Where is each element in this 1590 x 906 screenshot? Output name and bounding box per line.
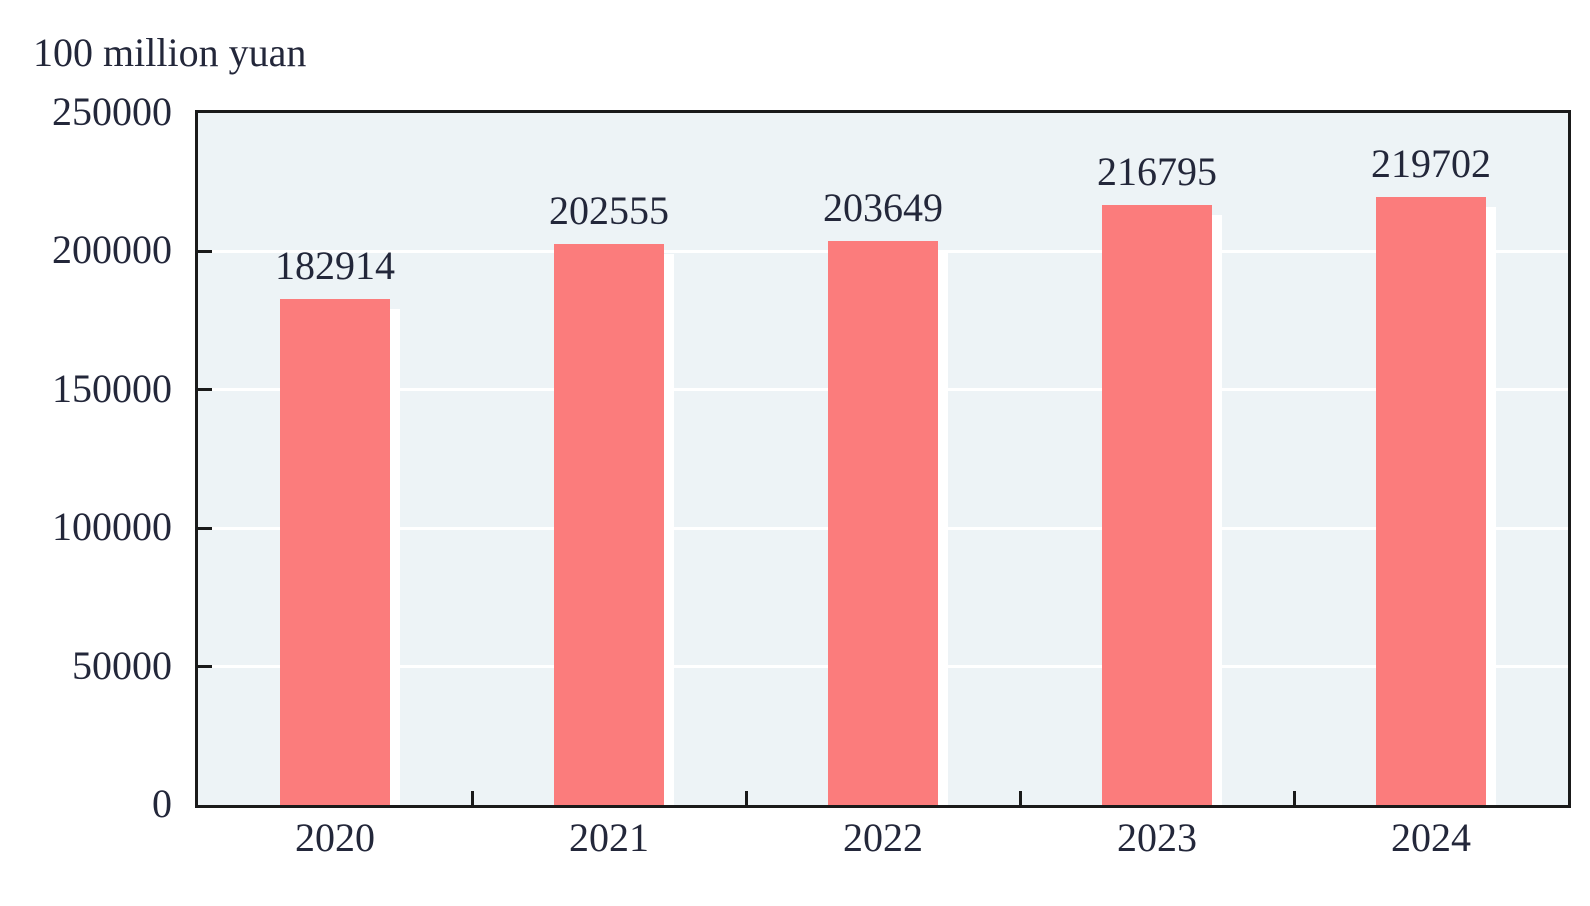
x-axis-tick-label: 2023: [1117, 815, 1197, 860]
x-axis-tick-label: 2024: [1391, 815, 1471, 860]
y-axis-tick-label: 0: [152, 781, 172, 826]
bar-2022: [828, 241, 948, 805]
bar-2020: [280, 299, 400, 805]
x-axis-tick-mark: [1293, 791, 1296, 805]
bar-value-label: 203649: [823, 185, 943, 230]
x-axis-tick-mark: [745, 791, 748, 805]
y-axis-tick-mark: [198, 388, 212, 391]
x-axis-tick-label: 2022: [843, 815, 923, 860]
bar-2023: [1102, 205, 1222, 805]
y-axis-unit-label: 100 million yuan: [33, 30, 307, 75]
bar-value-label: 202555: [549, 188, 669, 233]
x-axis-tick-mark: [1019, 791, 1022, 805]
x-axis-tick-label: 2021: [569, 815, 649, 860]
y-axis-tick-label: 100000: [52, 504, 172, 549]
bar-2024: [1376, 197, 1496, 805]
x-axis-tick-mark: [471, 791, 474, 805]
bar-value-label: 182914: [275, 243, 395, 288]
y-axis-tick-mark: [198, 665, 212, 668]
y-axis-tick-mark: [198, 527, 212, 530]
bar-value-label: 219702: [1371, 141, 1491, 186]
y-axis-tick-label: 200000: [52, 227, 172, 272]
plot-area: 182914 202555 203649 216795 219702: [195, 110, 1571, 808]
y-axis-tick-label: 250000: [52, 89, 172, 134]
y-axis-tick-mark: [198, 250, 212, 253]
bar-2021: [554, 244, 674, 805]
x-axis-tick-label: 2020: [295, 815, 375, 860]
bar-value-label: 216795: [1097, 149, 1217, 194]
y-axis-tick-label: 150000: [52, 366, 172, 411]
y-axis-tick-label: 50000: [72, 643, 172, 688]
